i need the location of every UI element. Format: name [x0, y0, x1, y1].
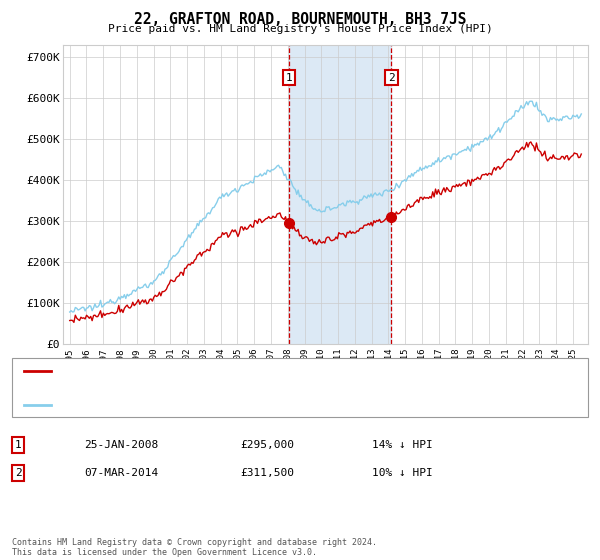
Text: 07-MAR-2014: 07-MAR-2014	[84, 468, 158, 478]
Text: 14% ↓ HPI: 14% ↓ HPI	[372, 440, 433, 450]
Text: Contains HM Land Registry data © Crown copyright and database right 2024.
This d: Contains HM Land Registry data © Crown c…	[12, 538, 377, 557]
Text: Price paid vs. HM Land Registry's House Price Index (HPI): Price paid vs. HM Land Registry's House …	[107, 24, 493, 34]
Bar	[289, 45, 391, 344]
Text: 25-JAN-2008: 25-JAN-2008	[84, 440, 158, 450]
Text: 1: 1	[286, 73, 292, 83]
Text: 22, GRAFTON ROAD, BOURNEMOUTH, BH3 7JS: 22, GRAFTON ROAD, BOURNEMOUTH, BH3 7JS	[134, 12, 466, 27]
Text: 2: 2	[14, 468, 22, 478]
Text: HPI: Average price, detached house, Bournemouth Christchurch and Poole: HPI: Average price, detached house, Bour…	[54, 400, 491, 410]
Text: 10% ↓ HPI: 10% ↓ HPI	[372, 468, 433, 478]
Text: 22, GRAFTON ROAD, BOURNEMOUTH, BH3 7JS (detached house): 22, GRAFTON ROAD, BOURNEMOUTH, BH3 7JS (…	[54, 366, 398, 376]
Text: 2: 2	[388, 73, 395, 83]
Text: £295,000: £295,000	[240, 440, 294, 450]
Text: £311,500: £311,500	[240, 468, 294, 478]
Text: 1: 1	[14, 440, 22, 450]
